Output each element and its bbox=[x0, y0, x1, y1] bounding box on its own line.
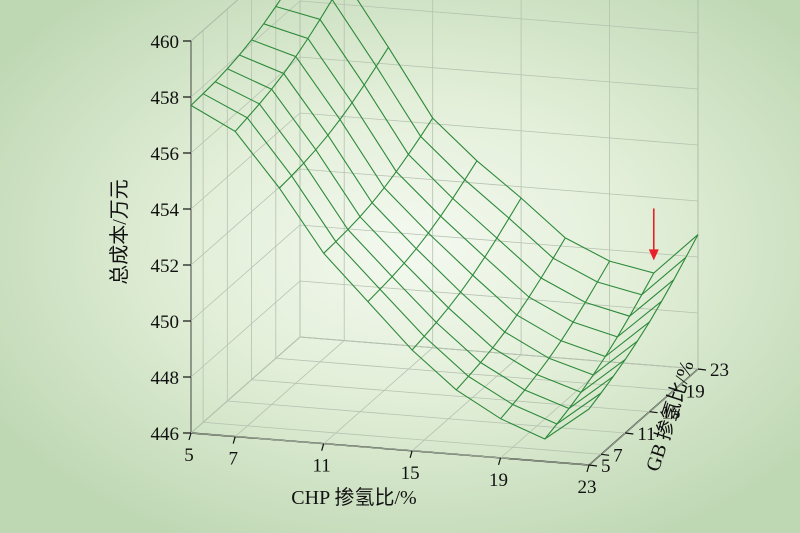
mesh-line-y bbox=[367, 160, 478, 302]
x-tick-label: 15 bbox=[401, 463, 420, 484]
y-tick-mark bbox=[625, 432, 634, 435]
y-tick-label: 11 bbox=[637, 424, 655, 445]
y-tick-label: 7 bbox=[613, 445, 623, 466]
x-axis-ticks: 5 7 11 15 19 23 bbox=[184, 432, 597, 498]
y-tick-label: 5 bbox=[601, 456, 611, 477]
z-tick-label: 446 bbox=[151, 424, 180, 445]
mesh-line-y bbox=[234, 0, 333, 132]
mesh-line-y bbox=[190, 0, 281, 106]
mesh-line-y bbox=[500, 260, 611, 420]
mesh-line-x bbox=[331, 0, 687, 296]
mesh-line-y bbox=[411, 197, 522, 351]
z-tick-label: 448 bbox=[151, 368, 180, 389]
mesh-line-y bbox=[323, 117, 434, 254]
y-gridline bbox=[299, 0, 699, 370]
y-gridline bbox=[226, 9, 626, 434]
mesh-line-x bbox=[239, 54, 638, 376]
x-tick-mark bbox=[586, 464, 590, 473]
x-tick-label: 23 bbox=[578, 477, 597, 498]
z-tick-label: 454 bbox=[151, 200, 180, 221]
y-tick-mark bbox=[601, 453, 610, 456]
y-gridline bbox=[190, 41, 590, 466]
x-tick-label: 7 bbox=[228, 449, 238, 470]
z-axis-title: 总成本/万元 bbox=[108, 179, 131, 285]
y-tick-label: 15 bbox=[662, 403, 681, 424]
mesh-line-x bbox=[190, 104, 590, 440]
x-tick-mark bbox=[188, 432, 192, 441]
x-tick-mark bbox=[232, 436, 236, 444]
x-tick-mark bbox=[409, 450, 413, 458]
mesh-line-y bbox=[455, 237, 566, 391]
y-axis-title: GB 掺氢比/% bbox=[641, 358, 698, 474]
mesh-line-x bbox=[263, 23, 663, 338]
arrow-head bbox=[648, 249, 659, 261]
y-tick-label: 19 bbox=[686, 381, 705, 402]
mesh-line-x bbox=[227, 68, 626, 393]
y-gridline bbox=[202, 30, 602, 455]
y-tick-label: 23 bbox=[710, 360, 729, 381]
y-tick-mark bbox=[588, 464, 598, 467]
mesh-line-x bbox=[214, 81, 614, 410]
mesh-line-x bbox=[251, 39, 650, 358]
z-tick-label: 460 bbox=[151, 32, 180, 53]
y-tick-mark bbox=[649, 411, 658, 414]
z-tick-label: 456 bbox=[151, 144, 180, 165]
z-tick-label: 450 bbox=[151, 312, 180, 333]
y-gridline bbox=[251, 0, 650, 413]
mesh-line-y bbox=[588, 234, 699, 410]
wall-gridlines bbox=[190, 0, 699, 466]
z-tick-label: 458 bbox=[151, 88, 180, 109]
mesh-line-x bbox=[356, 0, 699, 274]
y-tick-mark bbox=[697, 368, 707, 371]
y-tick-mark bbox=[673, 389, 682, 392]
x-tick-label: 19 bbox=[489, 470, 508, 491]
y-gridline bbox=[275, 0, 674, 391]
x-tick-label: 11 bbox=[313, 456, 331, 477]
x-axis-title: CHP 掺氢比/% bbox=[291, 486, 416, 509]
mesh-line-x bbox=[275, 5, 675, 317]
x-tick-mark bbox=[321, 443, 325, 451]
x-tick-mark bbox=[497, 457, 502, 466]
z-gridline bbox=[190, 0, 239, 42]
mesh-line-y bbox=[279, 47, 389, 189]
mesh-line-y bbox=[544, 272, 655, 440]
z-tick-label: 452 bbox=[151, 256, 180, 277]
z-axis-ticks: 446 448 450 452 454 456 458 460 bbox=[151, 32, 191, 445]
mesh-line-x bbox=[202, 93, 602, 425]
x-tick-label: 5 bbox=[184, 445, 194, 466]
surface-mesh bbox=[190, 0, 699, 440]
minimum-marker-arrow bbox=[648, 208, 659, 261]
